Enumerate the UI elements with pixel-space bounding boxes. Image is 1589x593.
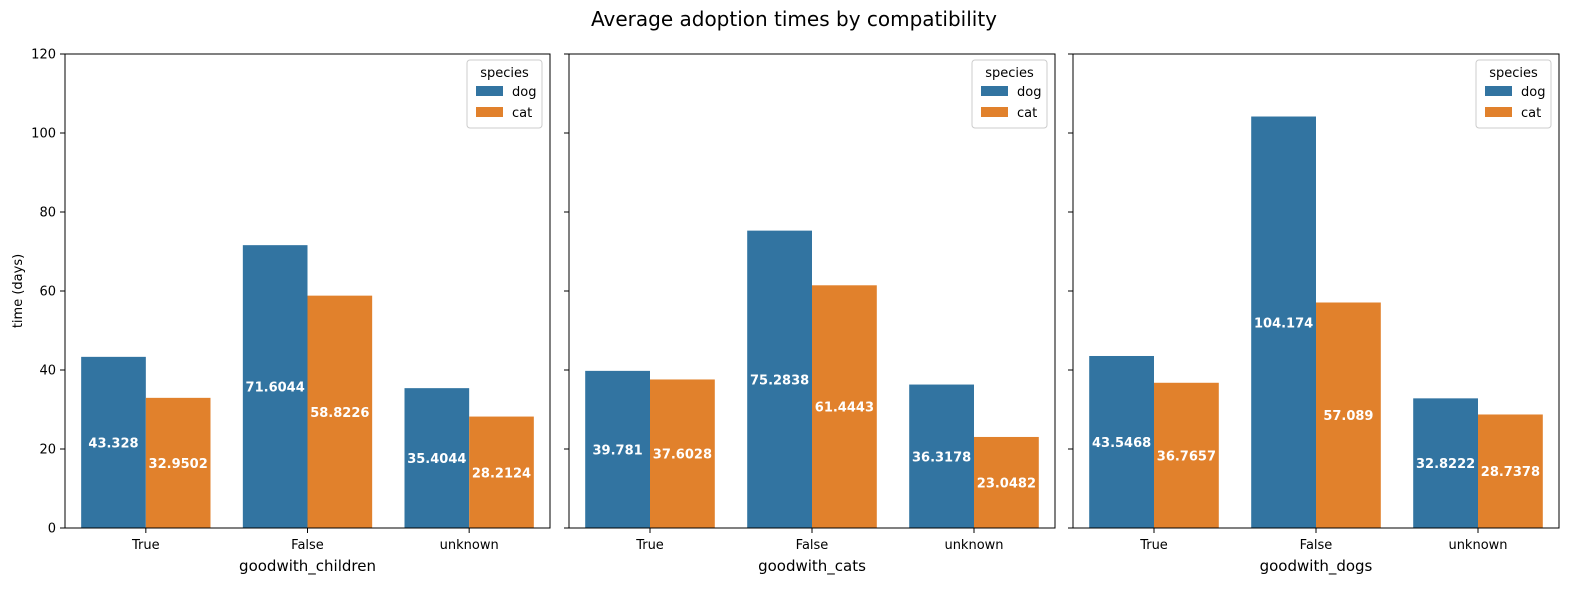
bar-value-label: 75.2838: [750, 373, 809, 388]
subplot-goodwith-dogs: 43.5468 104.174 32.8222 36.7657 57.089 28.737…: [1068, 53, 1560, 576]
bar-value-label: 32.9502: [149, 457, 208, 472]
bar-value-label: 28.2124: [472, 466, 531, 481]
chart-panels: 43.328 71.6044 35.4044 32.9502 58.8226 28.212…: [11, 48, 1560, 576]
bar-dog-true: [81, 356, 146, 528]
bar-cat-true: [145, 397, 211, 528]
subplot-goodwith-children: 43.328 71.6044 35.4044 32.9502 58.8226 28.212…: [11, 48, 551, 576]
bar-value-label: 57.089: [1323, 409, 1373, 424]
legend-swatch-cat: [981, 107, 1008, 117]
x-axis-label: goodwith_dogs: [1260, 557, 1373, 576]
x-tick-label: True: [635, 538, 664, 553]
bar-value-label: 39.781: [593, 443, 643, 458]
y-tick-label: 20: [39, 443, 56, 458]
legend-label-dog: dog: [1521, 85, 1545, 100]
y-tick-label: 0: [48, 522, 56, 537]
x-tick-label: True: [131, 538, 160, 553]
legend: species dog cat: [1475, 59, 1552, 129]
legend-title: species: [985, 66, 1034, 81]
bar-value-label: 35.4044: [407, 452, 466, 467]
subplot-goodwith-cats: 39.781 75.2838 36.3178 37.6028 61.4443 23.048…: [564, 53, 1056, 576]
x-axis-label: goodwith_cats: [758, 557, 866, 576]
bar-value-label: 58.8226: [310, 406, 369, 421]
bar-value-label: 43.328: [88, 436, 138, 451]
y-tick-label: 80: [39, 206, 56, 221]
bar-dog-false: [747, 230, 812, 529]
legend-swatch-dog: [1485, 86, 1512, 96]
y-tick-label: 100: [31, 127, 56, 142]
bar-cat-false: [812, 285, 877, 528]
bar-cat-unknown: [469, 416, 534, 528]
y-axis-label: time (days): [11, 254, 26, 328]
legend-swatch-cat: [1485, 107, 1512, 117]
bar-dog-unknown: [909, 384, 974, 528]
bar-value-label: 36.3178: [912, 450, 971, 465]
bar-value-label: 32.8222: [1416, 457, 1475, 472]
legend-label-cat: cat: [512, 106, 532, 121]
bar-dog-unknown: [1413, 398, 1478, 528]
y-tick-label: 120: [31, 48, 56, 63]
bar-value-label: 37.6028: [653, 448, 712, 463]
bar-value-label: 43.5468: [1092, 436, 1151, 451]
bar-dog-true: [585, 370, 650, 528]
bar-value-label: 23.0482: [977, 476, 1036, 491]
legend: species dog cat: [971, 59, 1048, 129]
bar-cat-true: [650, 379, 715, 528]
legend-title: species: [480, 66, 529, 81]
bar-cat-unknown: [974, 436, 1039, 528]
legend-label-dog: dog: [512, 85, 536, 100]
x-tick-label: unknown: [440, 538, 499, 553]
legend-swatch-dog: [476, 86, 503, 96]
bar-dog-false: [1251, 116, 1316, 529]
bar-cat-unknown: [1478, 414, 1543, 528]
legend-label-cat: cat: [1017, 106, 1037, 121]
bar-cat-false: [307, 295, 373, 528]
legend-swatch-dog: [981, 86, 1008, 96]
bar-dog-true: [1089, 355, 1154, 528]
x-tick-label: True: [1139, 538, 1168, 553]
bar-value-label: 104.174: [1254, 316, 1313, 331]
legend: species dog cat: [466, 59, 543, 129]
bar-dog-unknown: [404, 388, 470, 528]
bar-value-label: 61.4443: [815, 401, 874, 416]
bar-cat-false: [1316, 302, 1381, 528]
y-tick-label: 40: [39, 364, 56, 379]
legend-swatch-cat: [476, 107, 503, 117]
chart-title: Average adoption times by compatibility: [591, 7, 997, 31]
bar-value-label: 36.7657: [1157, 449, 1216, 464]
x-axis-label: goodwith_children: [239, 557, 376, 576]
x-tick-label: unknown: [944, 538, 1003, 553]
x-tick-label: False: [291, 538, 324, 553]
bar-cat-true: [1154, 382, 1219, 528]
legend-title: species: [1489, 66, 1538, 81]
bar-value-label: 28.7378: [1481, 465, 1540, 480]
bar-value-label: 71.6044: [246, 381, 305, 396]
x-tick-label: False: [1300, 538, 1333, 553]
x-tick-label: unknown: [1448, 538, 1507, 553]
legend-label-dog: dog: [1017, 85, 1041, 100]
legend-label-cat: cat: [1521, 106, 1541, 121]
y-tick-label: 60: [39, 285, 56, 300]
bar-dog-false: [242, 245, 308, 529]
x-tick-label: False: [796, 538, 829, 553]
